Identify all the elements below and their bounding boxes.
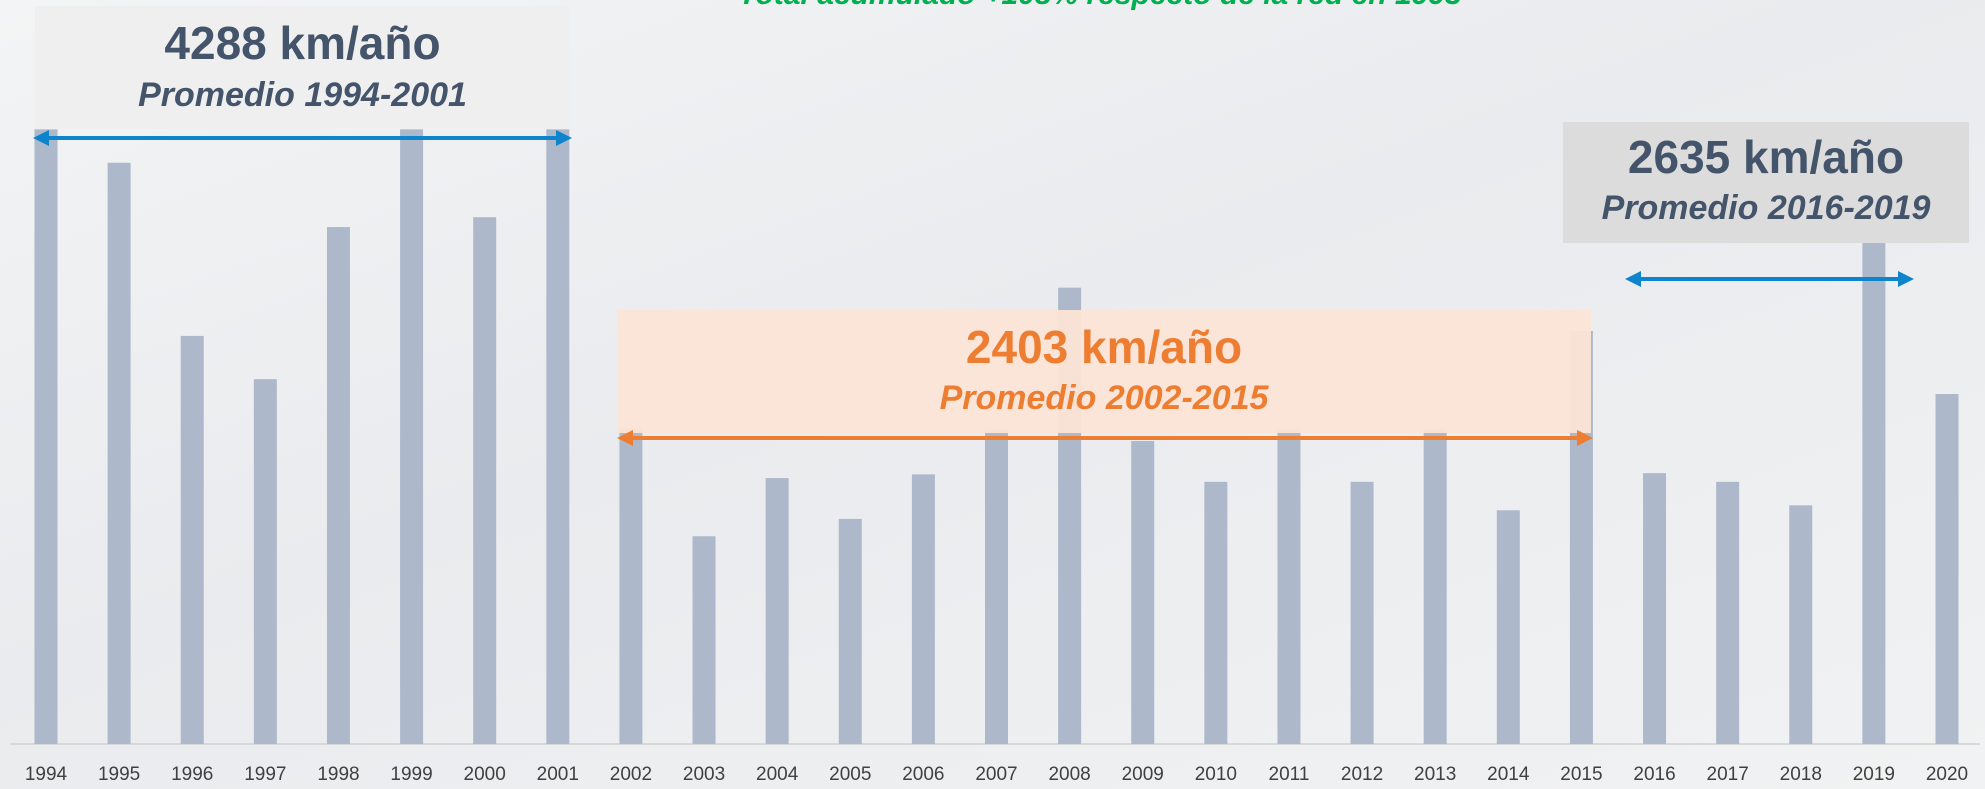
bar xyxy=(326,227,350,744)
x-tick-label: 1998 xyxy=(317,764,359,785)
bar xyxy=(1643,473,1667,744)
x-tick-label: 2005 xyxy=(829,764,871,785)
annotation-value: 2635 km/año xyxy=(1628,131,1904,183)
annotation-period: Promedio 2002-2015 xyxy=(940,379,1270,417)
x-tick-label: 2010 xyxy=(1195,764,1237,785)
x-tick-label: 1995 xyxy=(98,764,140,785)
x-tick-label: 2004 xyxy=(756,764,799,785)
bar xyxy=(107,162,131,744)
x-tick-label: 2015 xyxy=(1560,764,1602,785)
annotation-box xyxy=(617,310,1591,433)
bar xyxy=(253,379,277,744)
annotation-value: 2403 km/año xyxy=(966,321,1242,373)
bar xyxy=(180,335,204,744)
x-tick-label: 2002 xyxy=(610,764,652,785)
x-tick-label: 1997 xyxy=(244,764,286,785)
x-tick-label: 2012 xyxy=(1341,764,1383,785)
x-tick-label: 1996 xyxy=(171,764,213,785)
x-tick-label: 2018 xyxy=(1780,764,1822,785)
bar xyxy=(34,129,58,745)
annotation-box xyxy=(1563,122,1969,243)
x-tick-label: 2017 xyxy=(1707,764,1749,785)
bar xyxy=(1935,394,1959,744)
x-tick-label: 1994 xyxy=(25,764,68,785)
annotation-period: Promedio 1994-2001 xyxy=(138,76,467,114)
bar xyxy=(1423,428,1447,744)
x-tick-label: 2007 xyxy=(975,764,1017,785)
annotation-period: Promedio 2016-2019 xyxy=(1602,189,1931,227)
x-tick-label: 2009 xyxy=(1122,764,1164,785)
x-tick-label: 2003 xyxy=(683,764,725,785)
x-tick-label: 2013 xyxy=(1414,764,1456,785)
x-tick-label: 2008 xyxy=(1048,764,1090,785)
x-tick-label: 2020 xyxy=(1926,764,1968,785)
bar xyxy=(1131,441,1155,744)
bar xyxy=(619,428,643,744)
bar xyxy=(1862,212,1886,744)
x-tick-label: 2019 xyxy=(1853,764,1895,785)
bar xyxy=(985,428,1008,744)
bar xyxy=(546,129,570,745)
x-tick-label: 2014 xyxy=(1487,764,1530,785)
bar xyxy=(1789,505,1813,744)
bar xyxy=(692,536,716,744)
bar xyxy=(911,474,935,744)
x-tick-label: 2006 xyxy=(902,764,944,785)
bar xyxy=(400,129,424,745)
bar xyxy=(838,518,862,744)
x-tick-label: 2001 xyxy=(537,764,579,785)
x-tick-label: 2016 xyxy=(1633,764,1675,785)
chart-title: Total acumulado +108% respecto de la red… xyxy=(738,0,1462,11)
x-tick-label: 2011 xyxy=(1269,764,1310,785)
bar xyxy=(1496,510,1520,744)
bar xyxy=(1277,428,1301,744)
annotation-value: 4288 km/año xyxy=(164,17,440,69)
x-tick-label: 2000 xyxy=(464,764,506,785)
annotation-box xyxy=(35,6,570,129)
bar xyxy=(765,478,789,744)
bar xyxy=(473,217,497,744)
bar xyxy=(1716,481,1740,744)
bar xyxy=(1350,481,1374,744)
bar xyxy=(1204,481,1228,744)
x-tick-label: 1999 xyxy=(390,764,432,785)
